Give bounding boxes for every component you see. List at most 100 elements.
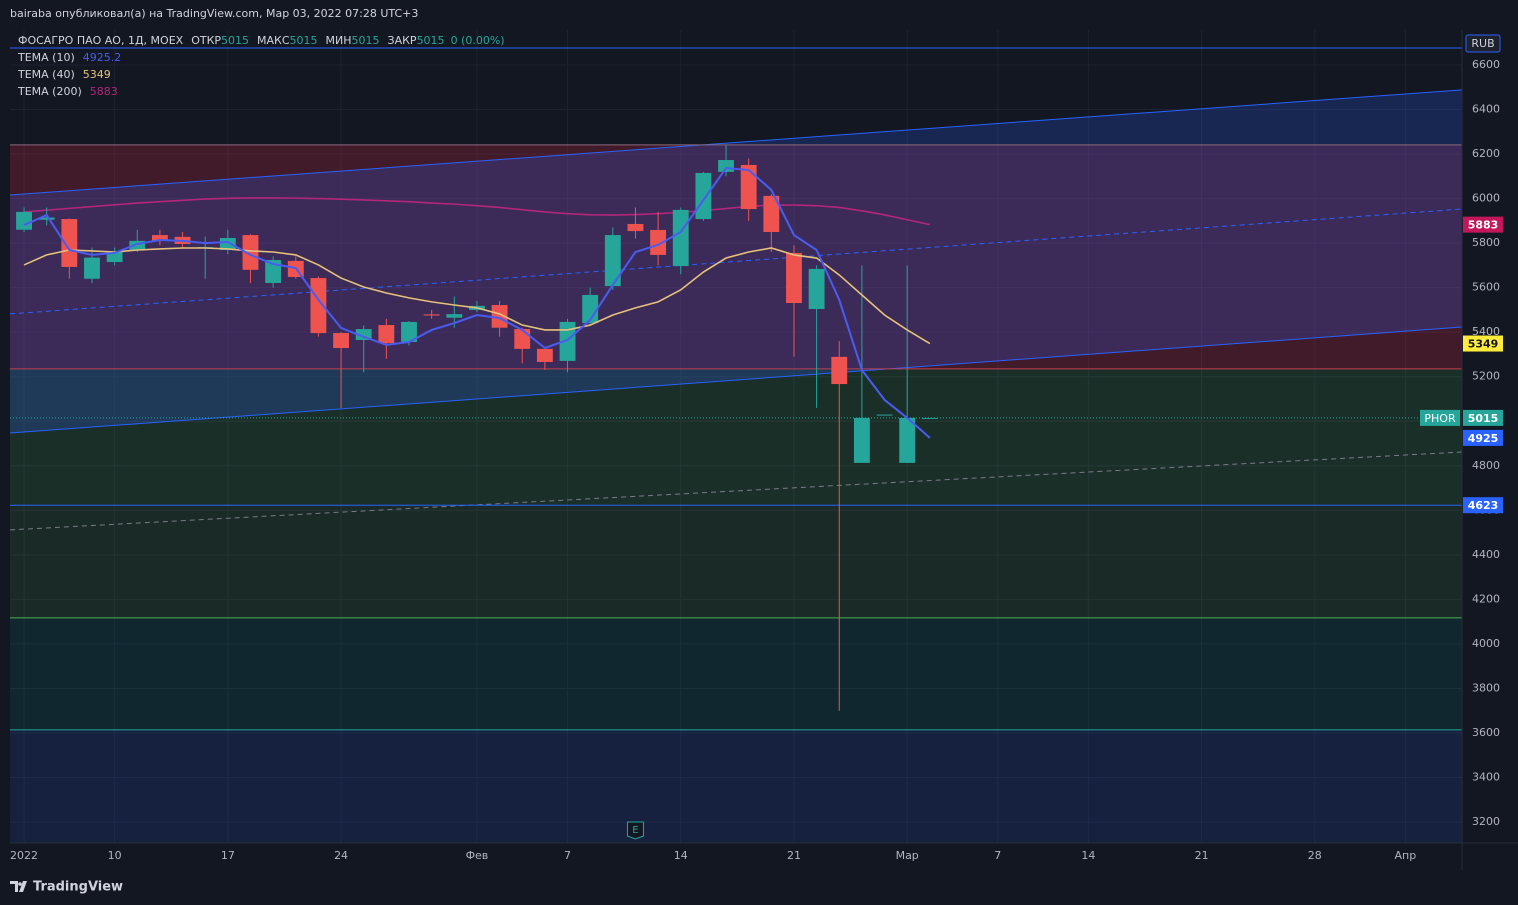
candle-body	[514, 329, 531, 349]
y-tick-label: 6000	[1472, 192, 1500, 205]
x-tick-label: 21	[1195, 849, 1209, 862]
x-tick-label: 7	[564, 849, 571, 862]
y-tick-label: 5400	[1472, 325, 1500, 338]
candle-body	[333, 333, 349, 348]
candle-body	[310, 278, 327, 334]
candle-body	[808, 268, 825, 310]
x-tick-label: 21	[787, 849, 801, 862]
candle-body	[876, 414, 893, 416]
candle-body	[151, 235, 168, 241]
candle-body	[672, 209, 689, 267]
ohlc-key: МИН	[326, 34, 352, 47]
candle-body	[491, 305, 508, 328]
zone	[10, 729, 1462, 843]
candle-body	[740, 164, 757, 210]
candle-body	[16, 211, 32, 230]
x-tick-label: 10	[108, 849, 122, 862]
axes: 3200340036003800400042004400460048005000…	[10, 34, 1503, 862]
chart-pane	[10, 30, 1462, 843]
price-badge	[1463, 216, 1503, 233]
y-tick-label: 3200	[1472, 815, 1500, 828]
legend-name: TEMA (40)	[17, 68, 75, 81]
zone	[10, 368, 1462, 506]
candle-body	[423, 314, 440, 316]
x-tick-label: Мар	[896, 849, 919, 862]
ohlc-value: 5015	[221, 34, 249, 47]
candle-body	[378, 325, 395, 344]
x-tick-label: Апр	[1395, 849, 1417, 862]
legend-value: 5349	[83, 68, 111, 81]
candle-body	[582, 294, 599, 324]
y-tick-label: 4000	[1472, 637, 1500, 650]
candle-body	[265, 260, 282, 283]
channel-line	[10, 326, 1462, 434]
earnings-label: E	[632, 825, 638, 836]
candle-body	[899, 417, 916, 463]
candle-body	[831, 356, 848, 385]
candle-body	[84, 257, 100, 279]
zone	[10, 505, 1462, 618]
zone	[10, 617, 1462, 730]
price-badge	[1463, 429, 1503, 446]
ohlc-key: МАКС	[257, 34, 290, 47]
legend-entry: TEMA (40) 5349	[17, 68, 111, 81]
candle-body	[604, 235, 621, 287]
candle-body	[853, 417, 870, 463]
candle-body	[627, 223, 644, 232]
symbol-line: ФОСАГРО ПАО АО, 1Д, MOEX ОТКР5015 МАКС5015…	[18, 34, 505, 47]
y-tick-label: 5200	[1472, 370, 1500, 383]
candle-body	[242, 235, 259, 270]
x-tick-label: 28	[1308, 849, 1322, 862]
y-tick-label: 4800	[1472, 459, 1500, 472]
price-badge-label: 4623	[1468, 499, 1499, 512]
legend: ФОСАГРО ПАО АО, 1Д, MOEX ОТКР5015 МАКС5015…	[17, 34, 505, 98]
author-line: bairaba опубликовал(а) на TradingView.co…	[10, 7, 418, 20]
legend-entry: TEMA (10) 4925.2	[17, 51, 121, 64]
x-tick-label: 14	[1081, 849, 1095, 862]
x-tick-label: Фев	[466, 849, 489, 862]
ohlc-key: ЗАКР	[388, 34, 417, 47]
candle-body	[446, 314, 463, 318]
y-tick-label: 5800	[1472, 236, 1500, 249]
y-tick-label: 6400	[1472, 102, 1500, 115]
candle-body	[38, 217, 55, 220]
candle-body	[536, 348, 553, 363]
candle-body	[763, 195, 780, 232]
logo	[10, 881, 27, 892]
legend-name: TEMA (10)	[17, 51, 75, 64]
currency-box	[1465, 34, 1501, 53]
price-badge-label: 5883	[1468, 219, 1499, 232]
x-tick-label: 17	[221, 849, 235, 862]
y-tick-label: 3800	[1472, 681, 1500, 694]
price-badge-label: 5349	[1468, 338, 1499, 351]
brand: TradingView	[33, 880, 123, 895]
footer-logo	[10, 881, 27, 892]
candle-body	[129, 240, 146, 250]
y-tick-label: 4400	[1472, 548, 1500, 561]
x-tick-label: 2022	[10, 849, 38, 862]
candle-body	[106, 252, 123, 263]
candle-body	[559, 321, 576, 361]
price-badge-label: 5015	[1468, 412, 1499, 425]
price-badge	[1463, 335, 1503, 352]
x-tick-label: 7	[994, 849, 1001, 862]
y-tick-label: 4200	[1472, 592, 1500, 605]
indicator-line	[23, 247, 931, 345]
legend-value: 5883	[90, 85, 118, 98]
y-tick-label: 5600	[1472, 281, 1500, 294]
currency: RUB	[1471, 37, 1494, 50]
x-tick-label: 14	[674, 849, 688, 862]
symbol-tag	[1420, 409, 1460, 426]
y-tick-label: 6600	[1472, 58, 1500, 71]
y-tick-label: 3600	[1472, 726, 1500, 739]
y-tick-label: 6200	[1472, 147, 1500, 160]
earnings-marker	[626, 821, 644, 840]
x-tick-label: 24	[334, 849, 348, 862]
candle-body	[921, 417, 938, 419]
candle-body	[695, 172, 712, 220]
symbol-tag-label: PHOR	[1424, 412, 1456, 425]
candle-body	[219, 237, 236, 251]
candle-body	[718, 160, 734, 172]
